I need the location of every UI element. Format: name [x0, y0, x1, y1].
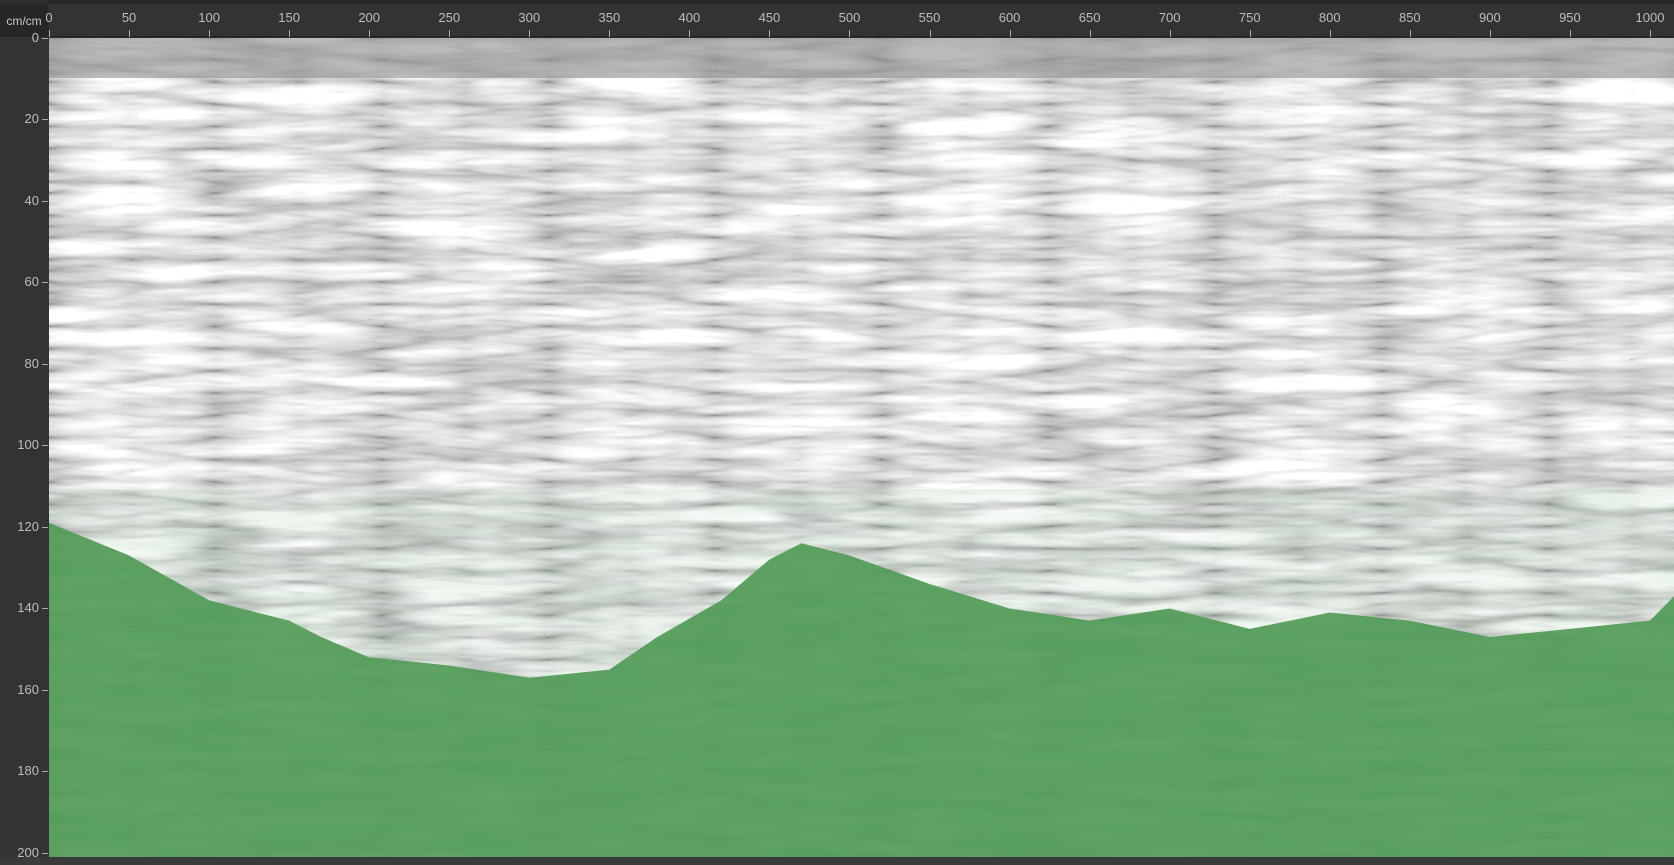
y-tick-label: 80	[24, 355, 39, 371]
y-tick-label: 180	[17, 763, 39, 779]
surface-band	[49, 38, 1674, 78]
x-tick-label: 500	[838, 10, 861, 25]
y-tick-label: 200	[17, 844, 39, 860]
y-tick	[42, 282, 48, 284]
y-tick-label: 160	[17, 681, 39, 697]
x-tick	[769, 30, 771, 37]
x-tick-label: 350	[598, 10, 621, 25]
y-tick	[42, 363, 48, 365]
horizontal-distance-ruler	[49, 0, 1674, 37]
x-tick	[209, 30, 211, 37]
x-tick-label: 0	[45, 10, 53, 25]
status-strip	[0, 857, 1674, 865]
x-tick	[689, 30, 691, 37]
x-tick	[1329, 30, 1331, 37]
y-tick	[42, 771, 48, 773]
vertical-depth-ruler	[0, 37, 49, 857]
unit-label: cm/cm	[0, 5, 48, 37]
x-tick	[49, 30, 50, 37]
masked-region-texture	[49, 522, 1674, 857]
x-tick	[529, 30, 531, 37]
x-tick-label: 950	[1559, 10, 1581, 25]
y-tick	[42, 38, 48, 39]
x-tick	[1169, 30, 1171, 37]
x-tick-label: 650	[1078, 10, 1101, 25]
x-tick	[289, 30, 291, 37]
y-tick	[42, 526, 48, 528]
x-tick-label: 550	[918, 10, 941, 25]
x-tick	[1489, 30, 1491, 37]
y-tick	[42, 689, 48, 691]
x-tick	[1089, 30, 1091, 37]
x-tick-label: 900	[1479, 10, 1501, 25]
x-tick-label: 600	[998, 10, 1021, 25]
y-tick-label: 60	[24, 274, 39, 290]
y-tick	[42, 852, 48, 854]
x-tick	[129, 30, 131, 37]
radargram-view[interactable]	[49, 38, 1674, 857]
x-tick	[1249, 30, 1251, 37]
x-tick-label: 450	[758, 10, 781, 25]
x-tick-label: 250	[438, 10, 461, 25]
x-tick-label: 700	[1158, 10, 1181, 25]
y-tick-label: 0	[31, 30, 39, 45]
x-tick-label: 300	[518, 10, 541, 25]
x-tick-label: 400	[678, 10, 701, 25]
x-tick-label: 100	[198, 10, 220, 25]
y-tick-label: 40	[24, 192, 39, 208]
y-tick	[42, 119, 48, 121]
y-tick-label: 140	[17, 600, 39, 616]
y-tick	[42, 608, 48, 610]
x-tick-label: 1000	[1635, 10, 1665, 25]
x-tick	[1409, 30, 1411, 37]
y-tick	[42, 445, 48, 447]
x-tick	[449, 30, 451, 37]
x-tick	[849, 30, 851, 37]
x-tick	[369, 30, 371, 37]
x-tick-label: 800	[1318, 10, 1341, 25]
y-tick-label: 120	[17, 518, 39, 534]
x-tick	[609, 30, 611, 37]
x-tick	[1009, 30, 1011, 37]
y-tick	[42, 200, 48, 202]
x-tick	[1649, 30, 1651, 37]
y-tick-label: 100	[17, 437, 39, 453]
x-tick-label: 150	[278, 10, 300, 25]
x-tick	[929, 30, 931, 37]
x-tick-label: 200	[358, 10, 381, 25]
x-tick	[1569, 30, 1571, 37]
x-tick-label: 850	[1398, 10, 1421, 25]
x-tick-label: 750	[1238, 10, 1261, 25]
x-tick-label: 50	[121, 10, 137, 25]
y-tick-label: 20	[24, 111, 39, 127]
